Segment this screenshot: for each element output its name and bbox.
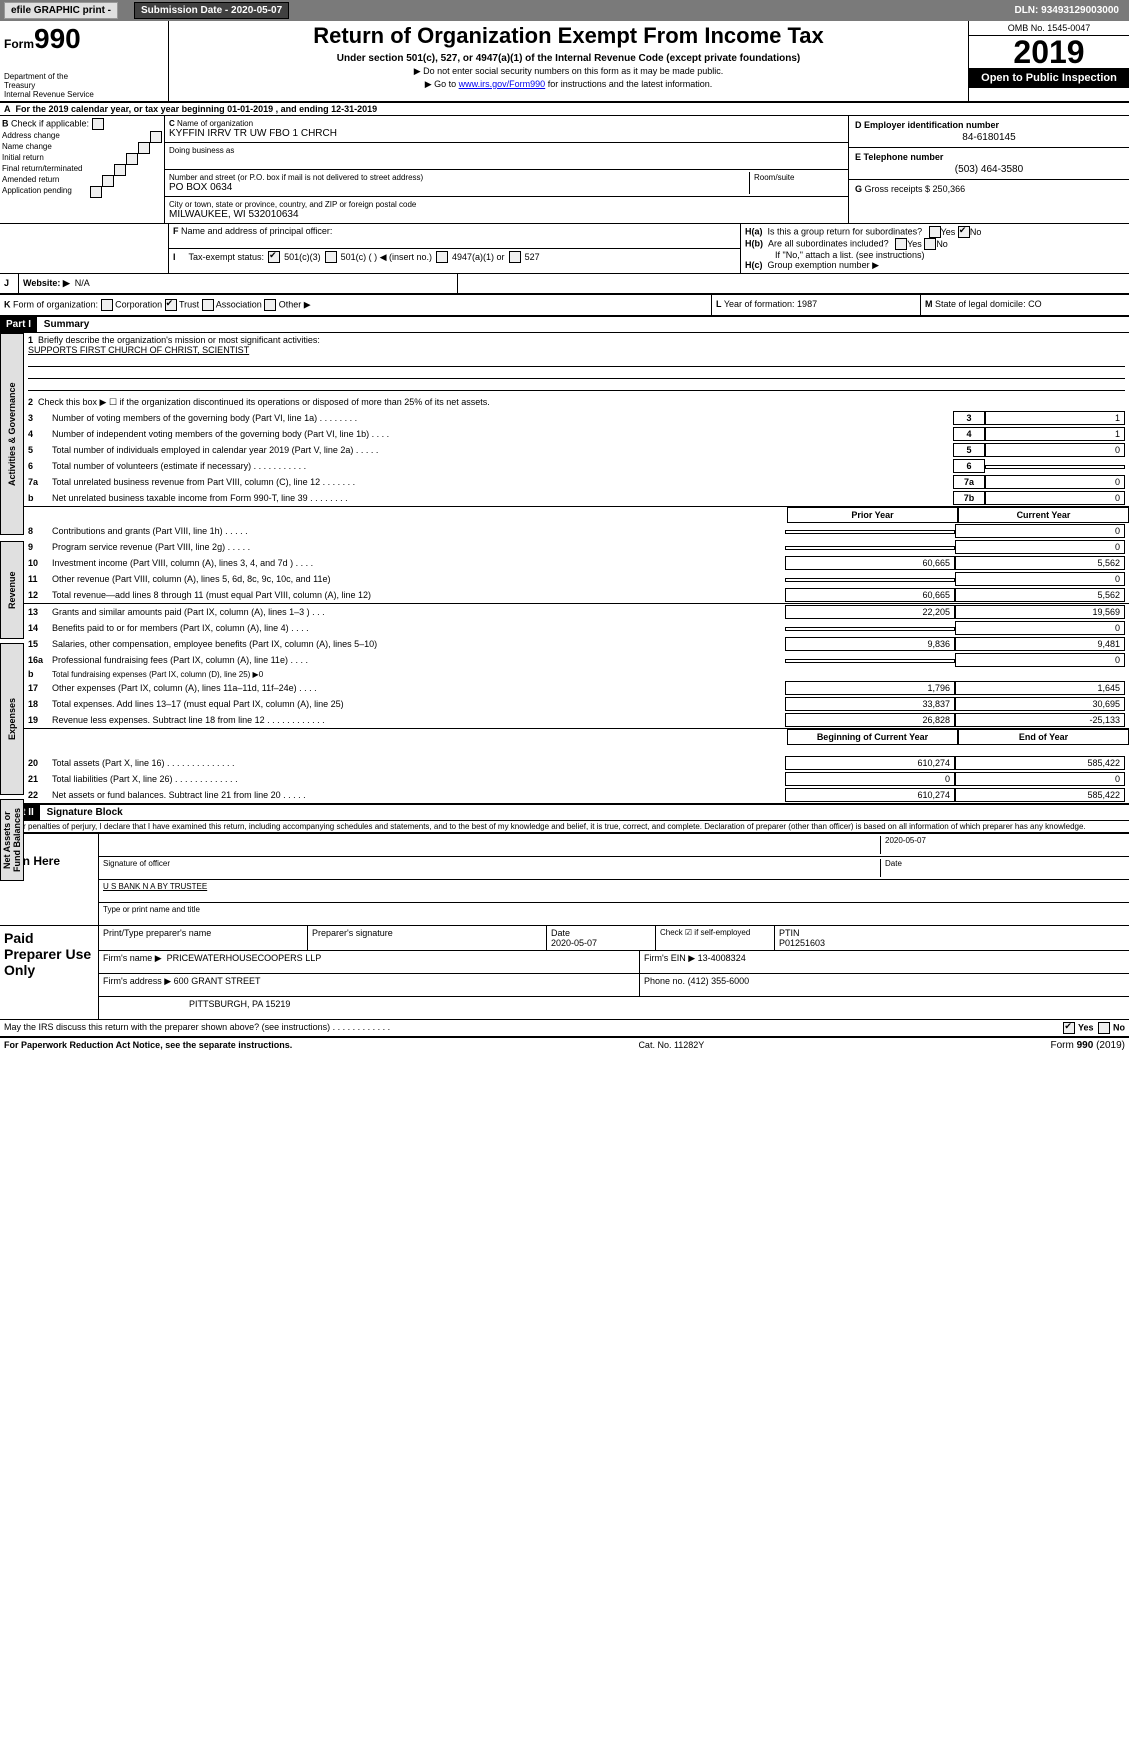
check-item: Final return/terminated xyxy=(2,163,162,174)
summary-line: 8Contributions and grants (Part VIII, li… xyxy=(0,523,1129,539)
tax-year: 2019 xyxy=(969,36,1129,68)
summary-line: 19Revenue less expenses. Subtract line 1… xyxy=(0,712,1129,728)
tab-governance: Activities & Governance xyxy=(0,333,24,535)
dept-label: Department of theTreasuryInternal Revenu… xyxy=(4,73,164,99)
summary-line: bNet unrelated business taxable income f… xyxy=(0,490,1129,506)
summary-line: 13Grants and similar amounts paid (Part … xyxy=(0,604,1129,620)
form-note1: ▶ Do not enter social security numbers o… xyxy=(173,66,964,77)
summary-line: 5Total number of individuals employed in… xyxy=(0,442,1129,458)
sign-date: 2020-05-07 xyxy=(881,836,1125,854)
paid-preparer-section: Paid Preparer Use Only Print/Type prepar… xyxy=(0,925,1129,1019)
tab-revenue: Revenue xyxy=(0,541,24,639)
summary-line: 18Total expenses. Add lines 13–17 (must … xyxy=(0,696,1129,712)
firm-ein: 13-4008324 xyxy=(698,953,746,963)
website: N/A xyxy=(75,278,90,288)
summary-line: 16aProfessional fundraising fees (Part I… xyxy=(0,652,1129,668)
ein: 84-6180145 xyxy=(855,132,1123,143)
ptin: P01251603 xyxy=(779,938,825,948)
row-jklm: J Website: ▶ N/A xyxy=(0,274,1129,295)
perjury-text: Under penalties of perjury, I declare th… xyxy=(0,821,1129,832)
form-number: Form990 xyxy=(4,23,164,55)
summary-line: 17Other expenses (Part IX, column (A), l… xyxy=(0,680,1129,696)
dln-label: DLN: 93493129003000 xyxy=(1014,5,1125,16)
form-header: Form990 Department of theTreasuryInterna… xyxy=(0,21,1129,103)
check-item: Name change xyxy=(2,141,162,152)
submission-date: Submission Date - 2020-05-07 xyxy=(134,2,289,19)
summary-line: 4Number of independent voting members of… xyxy=(0,426,1129,442)
footer: For Paperwork Reduction Act Notice, see … xyxy=(0,1036,1129,1053)
form-title: Return of Organization Exempt From Incom… xyxy=(173,23,964,49)
check-item: Address change xyxy=(2,130,162,141)
sign-section: Sign Here 2020-05-07 Signature of office… xyxy=(0,832,1129,925)
gross-receipts: Gross receipts $ 250,366 xyxy=(865,184,966,194)
summary-line: bTotal fundraising expenses (Part IX, co… xyxy=(0,668,1129,680)
trustee-name: U S BANK N A BY TRUSTEE xyxy=(103,882,207,900)
open-public-badge: Open to Public Inspection xyxy=(969,68,1129,88)
city-address: MILWAUKEE, WI 532010634 xyxy=(169,209,299,220)
street-address: PO BOX 0634 xyxy=(169,182,232,193)
irs-link[interactable]: www.irs.gov/Form990 xyxy=(459,79,546,89)
summary-line: 10Investment income (Part VIII, column (… xyxy=(0,555,1129,571)
firm-addr: 600 GRANT STREET xyxy=(174,976,261,986)
graphic-toolbar: efile GRAPHIC print - Submission Date - … xyxy=(0,0,1129,21)
firm-name: PRICEWATERHOUSECOOPERS LLP xyxy=(167,953,322,963)
telephone: (503) 464-3580 xyxy=(855,164,1123,175)
efile-button[interactable]: efile GRAPHIC print - xyxy=(4,2,118,19)
tab-expenses: Expenses xyxy=(0,643,24,795)
applicable-cb[interactable] xyxy=(92,118,104,130)
summary-line: 15Salaries, other compensation, employee… xyxy=(0,636,1129,652)
form-subtitle: Under section 501(c), 527, or 4947(a)(1)… xyxy=(173,53,964,64)
summary-line: 21Total liabilities (Part X, line 26) . … xyxy=(0,771,1129,787)
tab-net-assets: Net Assets or Fund Balances xyxy=(0,799,24,881)
summary-line: 22Net assets or fund balances. Subtract … xyxy=(0,787,1129,803)
501c3-cb[interactable] xyxy=(268,251,280,263)
mission-text: SUPPORTS FIRST CHURCH OF CHRIST, SCIENTI… xyxy=(28,345,249,355)
section-bcd: B Check if applicable: Address change Na… xyxy=(0,116,1129,224)
summary-line: 9Program service revenue (Part VIII, lin… xyxy=(0,539,1129,555)
state-domicile: State of legal domicile: CO xyxy=(935,299,1042,309)
summary-line: 20Total assets (Part X, line 16) . . . .… xyxy=(0,755,1129,771)
row-f-h: F Name and address of principal officer:… xyxy=(0,224,1129,274)
summary-line: 3Number of voting members of the governi… xyxy=(0,410,1129,426)
check-item: Amended return xyxy=(2,174,162,185)
year-formation: Year of formation: 1987 xyxy=(724,299,817,309)
summary-line: 14Benefits paid to or for members (Part … xyxy=(0,620,1129,636)
summary-line: 7aTotal unrelated business revenue from … xyxy=(0,474,1129,490)
row-a-tax-year: A For the 2019 calendar year, or tax yea… xyxy=(0,103,1129,116)
form-note2: ▶ Go to www.irs.gov/Form990 for instruct… xyxy=(173,79,964,90)
part-i-hdr: Part I xyxy=(0,317,37,332)
firm-phone: (412) 355-6000 xyxy=(688,976,750,986)
prep-date: 2020-05-07 xyxy=(551,938,597,948)
check-item: Application pending xyxy=(2,185,162,196)
summary-line: 12Total revenue—add lines 8 through 11 (… xyxy=(0,587,1129,603)
org-name: KYFFIN IRRV TR UW FBO 1 CHRCH xyxy=(169,128,337,139)
summary-line: 11Other revenue (Part VIII, column (A), … xyxy=(0,571,1129,587)
may-irs-row: May the IRS discuss this return with the… xyxy=(0,1019,1129,1036)
summary-line: 6Total number of volunteers (estimate if… xyxy=(0,458,1129,474)
